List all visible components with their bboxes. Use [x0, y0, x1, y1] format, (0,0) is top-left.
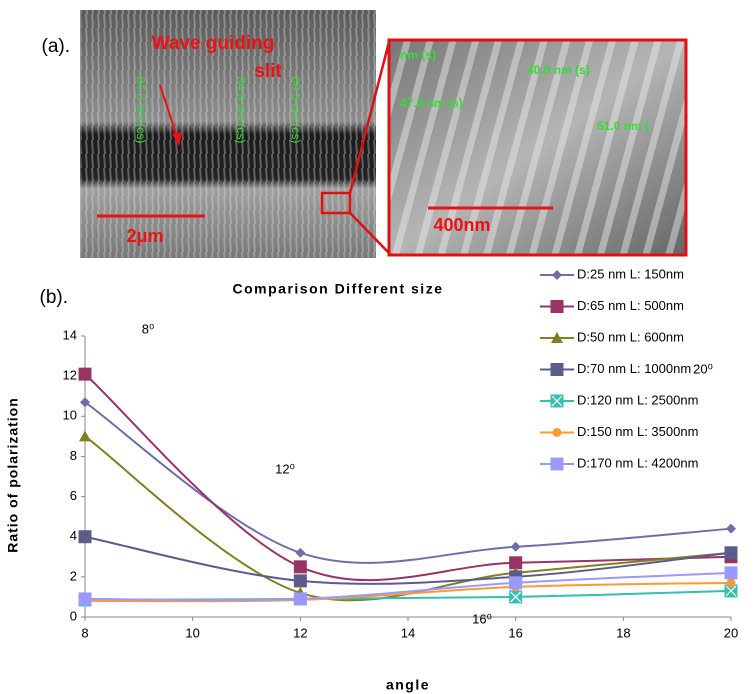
- annotation: 12⁰: [275, 461, 295, 476]
- marker: [78, 367, 92, 381]
- marker: [724, 546, 738, 560]
- chart-title: Comparison Different size: [233, 281, 444, 297]
- marker-cross: [725, 585, 737, 597]
- y-tick-label: 10: [63, 408, 77, 423]
- measure-label: 47.0 nm (s): [400, 96, 463, 110]
- legend-label: D:170 nm L: 4200nm: [577, 455, 698, 470]
- zoom-connector: [349, 212, 390, 254]
- series-line: [84, 373, 732, 582]
- series-line: [84, 401, 732, 564]
- panel-a: (a). Wave guiding slit 2μm 400nm 84.2 nm…: [42, 10, 688, 258]
- zoom-region: [320, 191, 352, 215]
- x-tick-label: 18: [616, 625, 630, 640]
- marker: [293, 592, 307, 606]
- marker: [550, 457, 564, 471]
- arrow: [159, 84, 179, 141]
- measure-label: nm (s): [400, 48, 436, 62]
- y-tick-label: 8: [70, 448, 77, 463]
- marker: [724, 566, 738, 580]
- marker-cross: [510, 591, 522, 603]
- scale-label: 2μm: [126, 226, 163, 246]
- x-tick-label: 10: [185, 625, 199, 640]
- x-tick-label: 14: [401, 625, 415, 640]
- x-tick-label: 8: [81, 625, 88, 640]
- marker: [80, 397, 90, 408]
- marker: [552, 270, 562, 280]
- marker: [510, 541, 521, 552]
- zoom-frame: [387, 38, 688, 257]
- series-line: [84, 571, 732, 602]
- measure-label: 84.2 nm (cs): [134, 77, 148, 144]
- marker: [726, 523, 736, 534]
- y-tick-label: 2: [70, 568, 77, 583]
- y-axis-title: Ratio of polarization: [5, 397, 21, 553]
- marker: [550, 363, 564, 376]
- series-line: [84, 535, 732, 585]
- legend-label: D:120 nm L: 2500nm: [577, 392, 698, 407]
- marker: [509, 576, 523, 590]
- x-tick-label: 12: [293, 625, 307, 640]
- slit-label: slit: [254, 61, 282, 82]
- arrow-head: [172, 132, 182, 146]
- series-line: [84, 435, 732, 602]
- measure-label: 40.0 nm (s): [527, 63, 590, 77]
- scale-label: 400nm: [433, 215, 490, 235]
- x-tick-label: 20: [724, 625, 738, 640]
- legend-label: D:70 nm L: 1000nm: [577, 361, 691, 376]
- marker: [78, 530, 92, 544]
- panel-label: (a).: [42, 36, 71, 57]
- marker: [552, 428, 562, 437]
- marker-cross: [551, 395, 563, 407]
- panel-label: (b).: [40, 287, 69, 308]
- annotation: 8⁰: [142, 321, 154, 336]
- y-tick-label: 4: [70, 528, 77, 543]
- zoom-connector: [348, 41, 391, 194]
- legend-label: D:25 nm L: 150nm: [577, 266, 684, 281]
- marker: [295, 547, 306, 558]
- marker: [550, 300, 564, 313]
- y-tick-label: 12: [63, 368, 77, 383]
- slit-label: Wave guiding: [152, 33, 275, 54]
- marker: [293, 560, 307, 574]
- x-tick-label: 16: [508, 625, 522, 640]
- measure-label: 51.0 nm (: [597, 119, 649, 133]
- marker: [79, 430, 91, 442]
- annotation: 20⁰: [693, 361, 713, 376]
- marker: [293, 574, 307, 588]
- y-tick-label: 0: [70, 608, 77, 623]
- legend-label: D:50 nm L: 600nm: [577, 329, 684, 344]
- annotation: 16⁰: [472, 611, 492, 626]
- legend-label: D:65 nm L: 500nm: [577, 298, 684, 313]
- measure-label: 88.3 nm (cs): [289, 77, 303, 144]
- marker: [726, 578, 736, 588]
- y-tick-label: 14: [63, 327, 77, 342]
- y-tick-label: 6: [70, 488, 77, 503]
- legend-label: D:150 nm L: 3500nm: [577, 424, 698, 439]
- marker: [509, 556, 523, 570]
- measure-label: 84.8 nm (cs): [234, 77, 248, 144]
- series-line: [84, 581, 732, 603]
- marker: [78, 592, 92, 606]
- x-axis-title: angle: [386, 677, 430, 693]
- marker: [551, 332, 563, 343]
